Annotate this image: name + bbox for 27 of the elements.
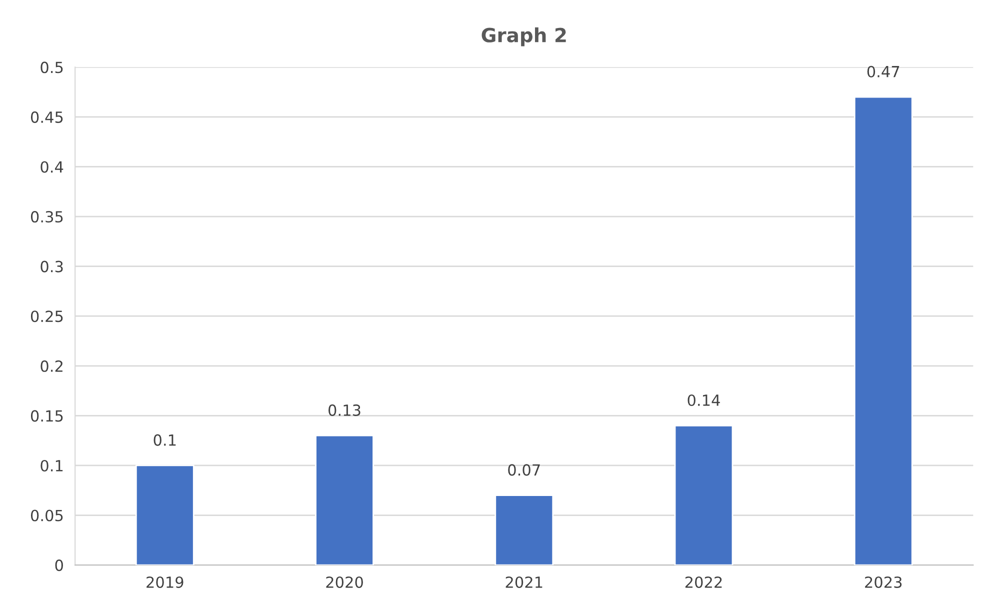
y-tick-label: 0.4	[40, 161, 64, 173]
y-tick-label: 0.35	[30, 210, 63, 223]
x-tick-label: 2019	[146, 576, 184, 588]
bar	[135, 464, 194, 566]
y-tick-label: 0.25	[30, 310, 63, 322]
data-label: 0.1	[154, 434, 176, 446]
x-tick-label: 2022	[685, 576, 722, 588]
y-tick-label: 0.5	[40, 62, 63, 74]
chart-title: Graph 2	[482, 27, 566, 46]
x-tick-label: 2023	[865, 576, 902, 588]
y-tick-label: 0	[55, 560, 63, 572]
x-tick-label: 2021	[506, 576, 542, 588]
data-label: 0.47	[867, 66, 900, 78]
y-tick-label: 0.45	[30, 111, 63, 123]
data-label: 0.13	[328, 404, 360, 416]
y-tick-label: 0.05	[30, 510, 63, 522]
y-tick-label: 0.2	[40, 360, 62, 372]
y-tick-label: 0.15	[30, 410, 63, 422]
bar	[674, 424, 734, 566]
y-tick-label: 0.1	[40, 460, 63, 472]
y-tick-label: 0.3	[40, 260, 63, 272]
bar	[494, 494, 554, 566]
x-tick-label: 2020	[326, 576, 363, 588]
bar	[315, 434, 374, 566]
data-label: 0.07	[508, 464, 540, 476]
bar	[854, 96, 913, 566]
data-label: 0.14	[688, 394, 720, 406]
